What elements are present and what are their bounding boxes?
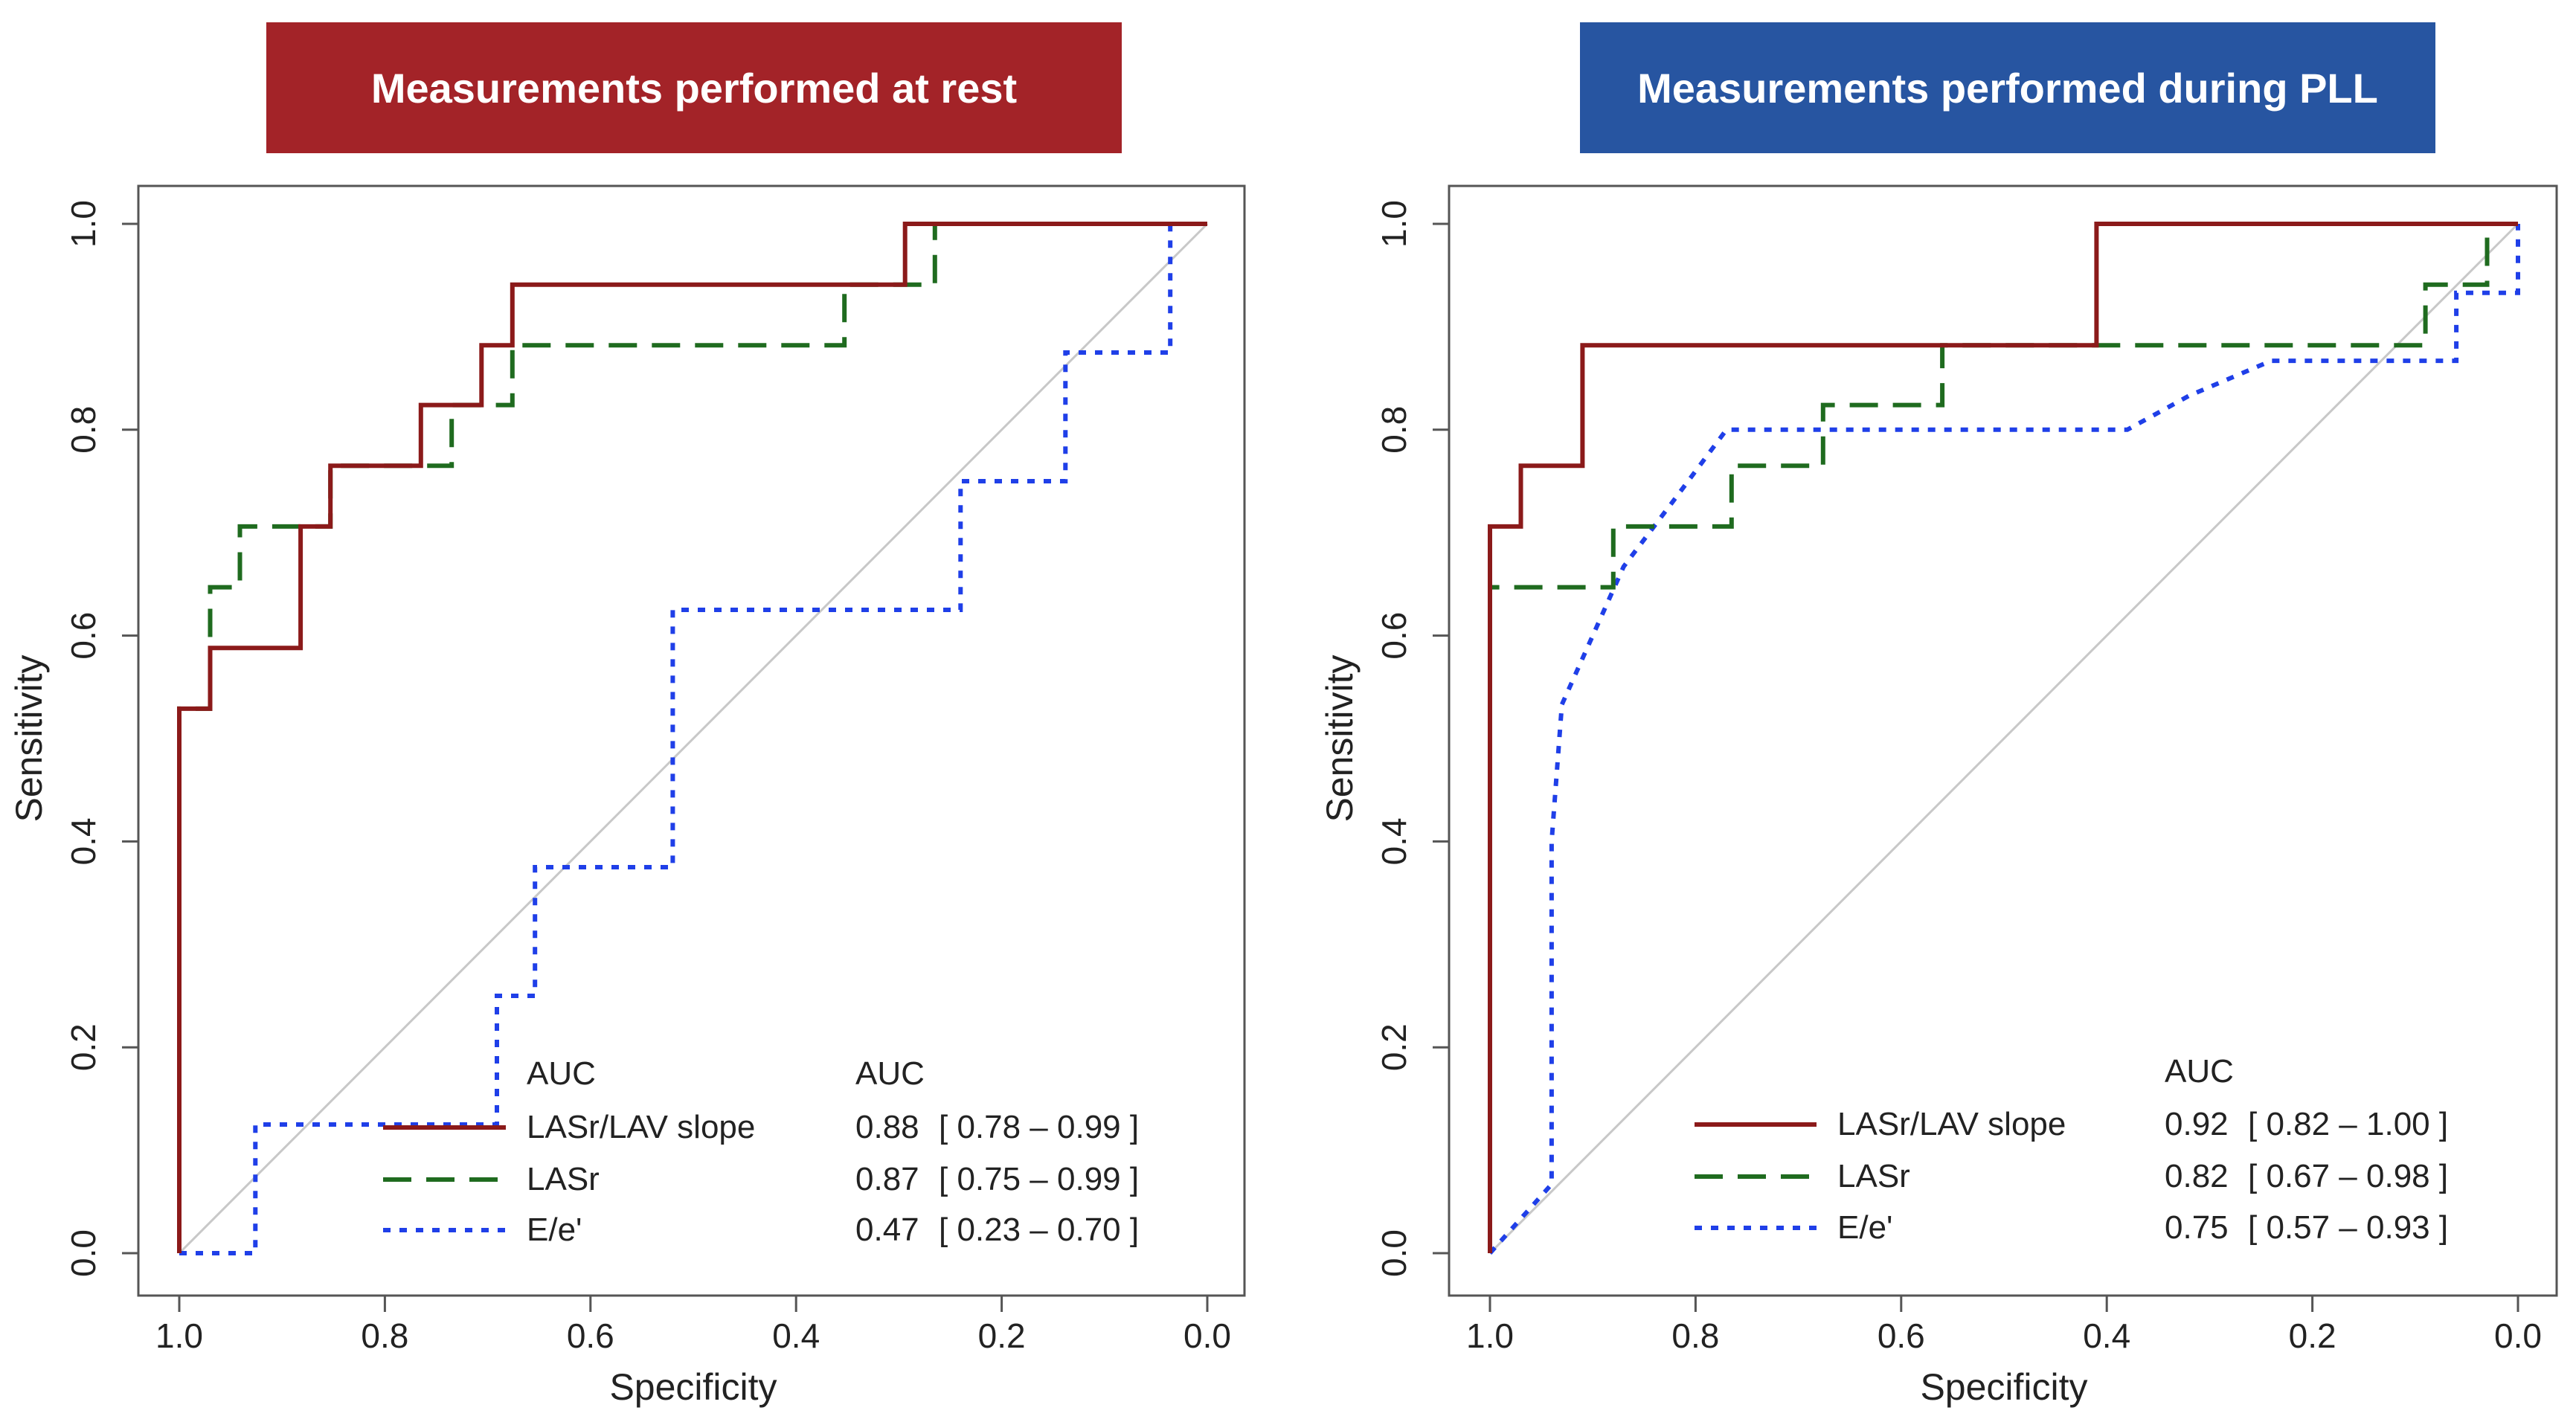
c0-legend-ci-value: [ 0.75 – 0.99 ]	[939, 1161, 1139, 1197]
c0-x-tick-label: 0.0	[1183, 1316, 1231, 1355]
c0-x-axis-label: Specificity	[609, 1366, 777, 1408]
c0-legend-series-name: LASr/LAV slope	[527, 1109, 755, 1145]
chart-title-rest: Measurements performed at rest	[266, 22, 1122, 153]
c1-legend-ci-value: [ 0.57 – 0.93 ]	[2248, 1209, 2448, 1246]
c1-legend-series-name: E/e'	[1837, 1209, 1892, 1246]
c1-legend-auc-value: 0.92	[2165, 1106, 2229, 1142]
c1-series-line-e-e-	[1488, 224, 2520, 1255]
c1-legend-series-name: LASr	[1837, 1158, 1910, 1194]
c0-y-tick-label: 0.6	[64, 612, 103, 660]
c0-diagonal-reference-line	[178, 222, 1209, 1255]
c1-series-line-lasr-lav-slope	[1488, 222, 2518, 1253]
c1-legend-auc-value: 0.82	[2165, 1158, 2229, 1194]
c0-legend-header-right: AUC	[855, 1055, 925, 1092]
c1-legend-auc-value: 0.75	[2165, 1209, 2229, 1246]
c0-legend-auc-value: 0.87	[855, 1161, 919, 1197]
c1-y-tick-label: 0.8	[1375, 406, 1413, 454]
c0-x-tick-label: 0.8	[361, 1316, 408, 1355]
c0-y-tick-label: 0.8	[64, 406, 103, 454]
c0-series-line-lasr-lav-slope	[177, 222, 1207, 1253]
c1-x-tick-label: 1.0	[1466, 1316, 1514, 1355]
c0-y-axis-label: Sensitivity	[8, 654, 50, 822]
c0-legend-series-name: LASr	[527, 1161, 600, 1197]
chart-title-pll: Measurements performed during PLL	[1580, 22, 2435, 153]
c0-x-tick-label: 0.2	[978, 1316, 1026, 1355]
c1-y-tick-label: 0.6	[1375, 612, 1413, 660]
c1-y-tick-label: 0.2	[1375, 1023, 1413, 1071]
c0-y-tick-label: 0.4	[64, 817, 103, 865]
c1-x-tick-label: 0.8	[1671, 1316, 1719, 1355]
c1-x-axis-label: Specificity	[1920, 1366, 2087, 1408]
c1-series-line-lasr	[1488, 222, 2518, 1253]
c0-legend-ci-value: [ 0.23 – 0.70 ]	[939, 1212, 1139, 1248]
c1-y-tick-label: 1.0	[1375, 200, 1413, 248]
c1-legend-series-name: LASr/LAV slope	[1837, 1106, 2066, 1142]
c0-y-tick-label: 0.0	[64, 1229, 103, 1277]
c1-y-axis-label: Sensitivity	[1319, 654, 1361, 822]
c0-legend-series-name: E/e'	[527, 1212, 582, 1248]
c0-y-tick-label: 0.2	[64, 1023, 103, 1071]
c0-legend-header-left: AUC	[527, 1055, 596, 1092]
c0-x-tick-label: 1.0	[155, 1316, 203, 1355]
c1-x-tick-label: 0.6	[1878, 1316, 1925, 1355]
c1-legend-header-right: AUC	[2165, 1053, 2234, 1090]
c1-diagonal-reference-line	[1488, 222, 2519, 1255]
c1-y-tick-label: 0.0	[1375, 1229, 1413, 1277]
c1-x-tick-label: 0.4	[2083, 1316, 2130, 1355]
c1-x-tick-label: 0.2	[2289, 1316, 2336, 1355]
c0-y-tick-label: 1.0	[64, 200, 103, 248]
c0-legend-auc-value: 0.88	[855, 1109, 919, 1145]
c0-x-tick-label: 0.4	[772, 1316, 820, 1355]
c0-legend-auc-value: 0.47	[855, 1212, 919, 1248]
c1-legend-ci-value: [ 0.82 – 1.00 ]	[2248, 1106, 2448, 1142]
c0-series-line-e-e-	[179, 222, 1207, 1255]
c1-legend-ci-value: [ 0.67 – 0.98 ]	[2248, 1158, 2448, 1194]
c1-x-tick-label: 0.0	[2494, 1316, 2542, 1355]
c1-y-tick-label: 0.4	[1375, 817, 1413, 865]
c0-legend-ci-value: [ 0.78 – 0.99 ]	[939, 1109, 1139, 1145]
c0-x-tick-label: 0.6	[567, 1316, 614, 1355]
